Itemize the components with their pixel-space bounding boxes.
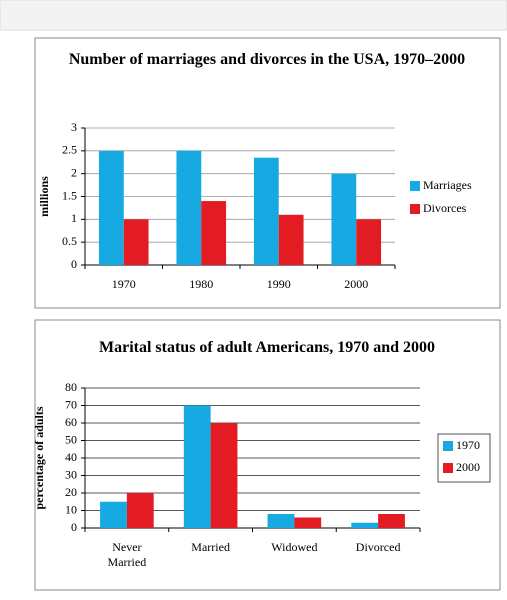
y-tick-label: 30: [65, 467, 77, 481]
bar: [351, 522, 379, 528]
x-tick-label-box: Married: [191, 540, 230, 554]
x-tick-label: Widowed: [271, 540, 318, 554]
y-tick-label: 80: [65, 380, 77, 394]
x-tick-label: 1980: [189, 277, 214, 291]
legend-label: 2000: [456, 460, 480, 474]
y-axis-label: percentage of adults: [32, 406, 46, 509]
y-axis-label: millions: [37, 176, 51, 217]
bar: [267, 514, 295, 528]
legend-swatch: [410, 204, 420, 214]
legend-swatch: [443, 463, 453, 473]
y-tick-label: 10: [65, 502, 77, 516]
x-tick-label-box: 1990: [266, 277, 291, 291]
bar: [123, 219, 149, 265]
x-tick-label: 2000: [344, 277, 369, 291]
y-tick-label: 40: [65, 450, 77, 464]
x-tick-label: Divorced: [355, 540, 401, 554]
bar: [183, 405, 211, 528]
chart-title: Marital status of adult Americans, 1970 …: [99, 339, 435, 356]
y-tick-label: 0: [71, 520, 77, 534]
y-tick-label: 1: [71, 211, 77, 225]
y-tick-label: 60: [65, 415, 77, 429]
bar: [278, 214, 304, 265]
legend-swatch: [410, 181, 420, 191]
x-tick-label-box: 2000: [344, 277, 369, 291]
y-tick-label: 1.5: [62, 188, 77, 202]
y-tick-label: 2.5: [62, 143, 77, 157]
bar: [201, 201, 227, 265]
bar: [176, 150, 202, 265]
bar: [356, 219, 382, 265]
x-tick-label-box: 1980: [189, 277, 214, 291]
y-tick-label: 0: [71, 257, 77, 271]
legend-label: 1970: [456, 438, 480, 452]
y-tick-label: 50: [65, 432, 77, 446]
x-tick-label-box: Divorced: [355, 540, 401, 554]
x-tick-label: 1990: [266, 277, 291, 291]
bar: [98, 150, 124, 265]
x-tick-label: Never Married: [107, 540, 147, 569]
top-bar: [0, 0, 507, 31]
y-tick-label: 2: [71, 165, 77, 179]
bar: [253, 157, 279, 265]
bar: [331, 173, 357, 265]
bar: [210, 423, 238, 528]
legend-label: Divorces: [423, 201, 467, 215]
x-tick-label-box: Widowed: [271, 540, 318, 554]
chart-title-box: Marital status of adult Americans, 1970 …: [99, 339, 435, 356]
legend-swatch: [443, 441, 453, 451]
legend-label: Marriages: [423, 178, 472, 192]
x-tick-label: Married: [191, 540, 230, 554]
chart-frame: [34, 319, 501, 591]
chart-title: Number of marriages and divorces in the …: [68, 51, 466, 68]
bar: [100, 501, 127, 528]
bar: [294, 517, 322, 528]
y-tick-label: 70: [65, 397, 77, 411]
bar: [378, 514, 405, 528]
x-tick-label-box: Never Married: [107, 540, 147, 569]
x-tick-label-box: 1970: [111, 277, 136, 291]
y-tick-label: 20: [65, 485, 77, 499]
y-tick-label: 0.5: [62, 234, 77, 248]
chart-title-box: Number of marriages and divorces in the …: [68, 51, 466, 68]
y-tick-label: 3: [71, 120, 77, 134]
x-tick-label: 1970: [111, 277, 136, 291]
bar: [126, 493, 154, 528]
